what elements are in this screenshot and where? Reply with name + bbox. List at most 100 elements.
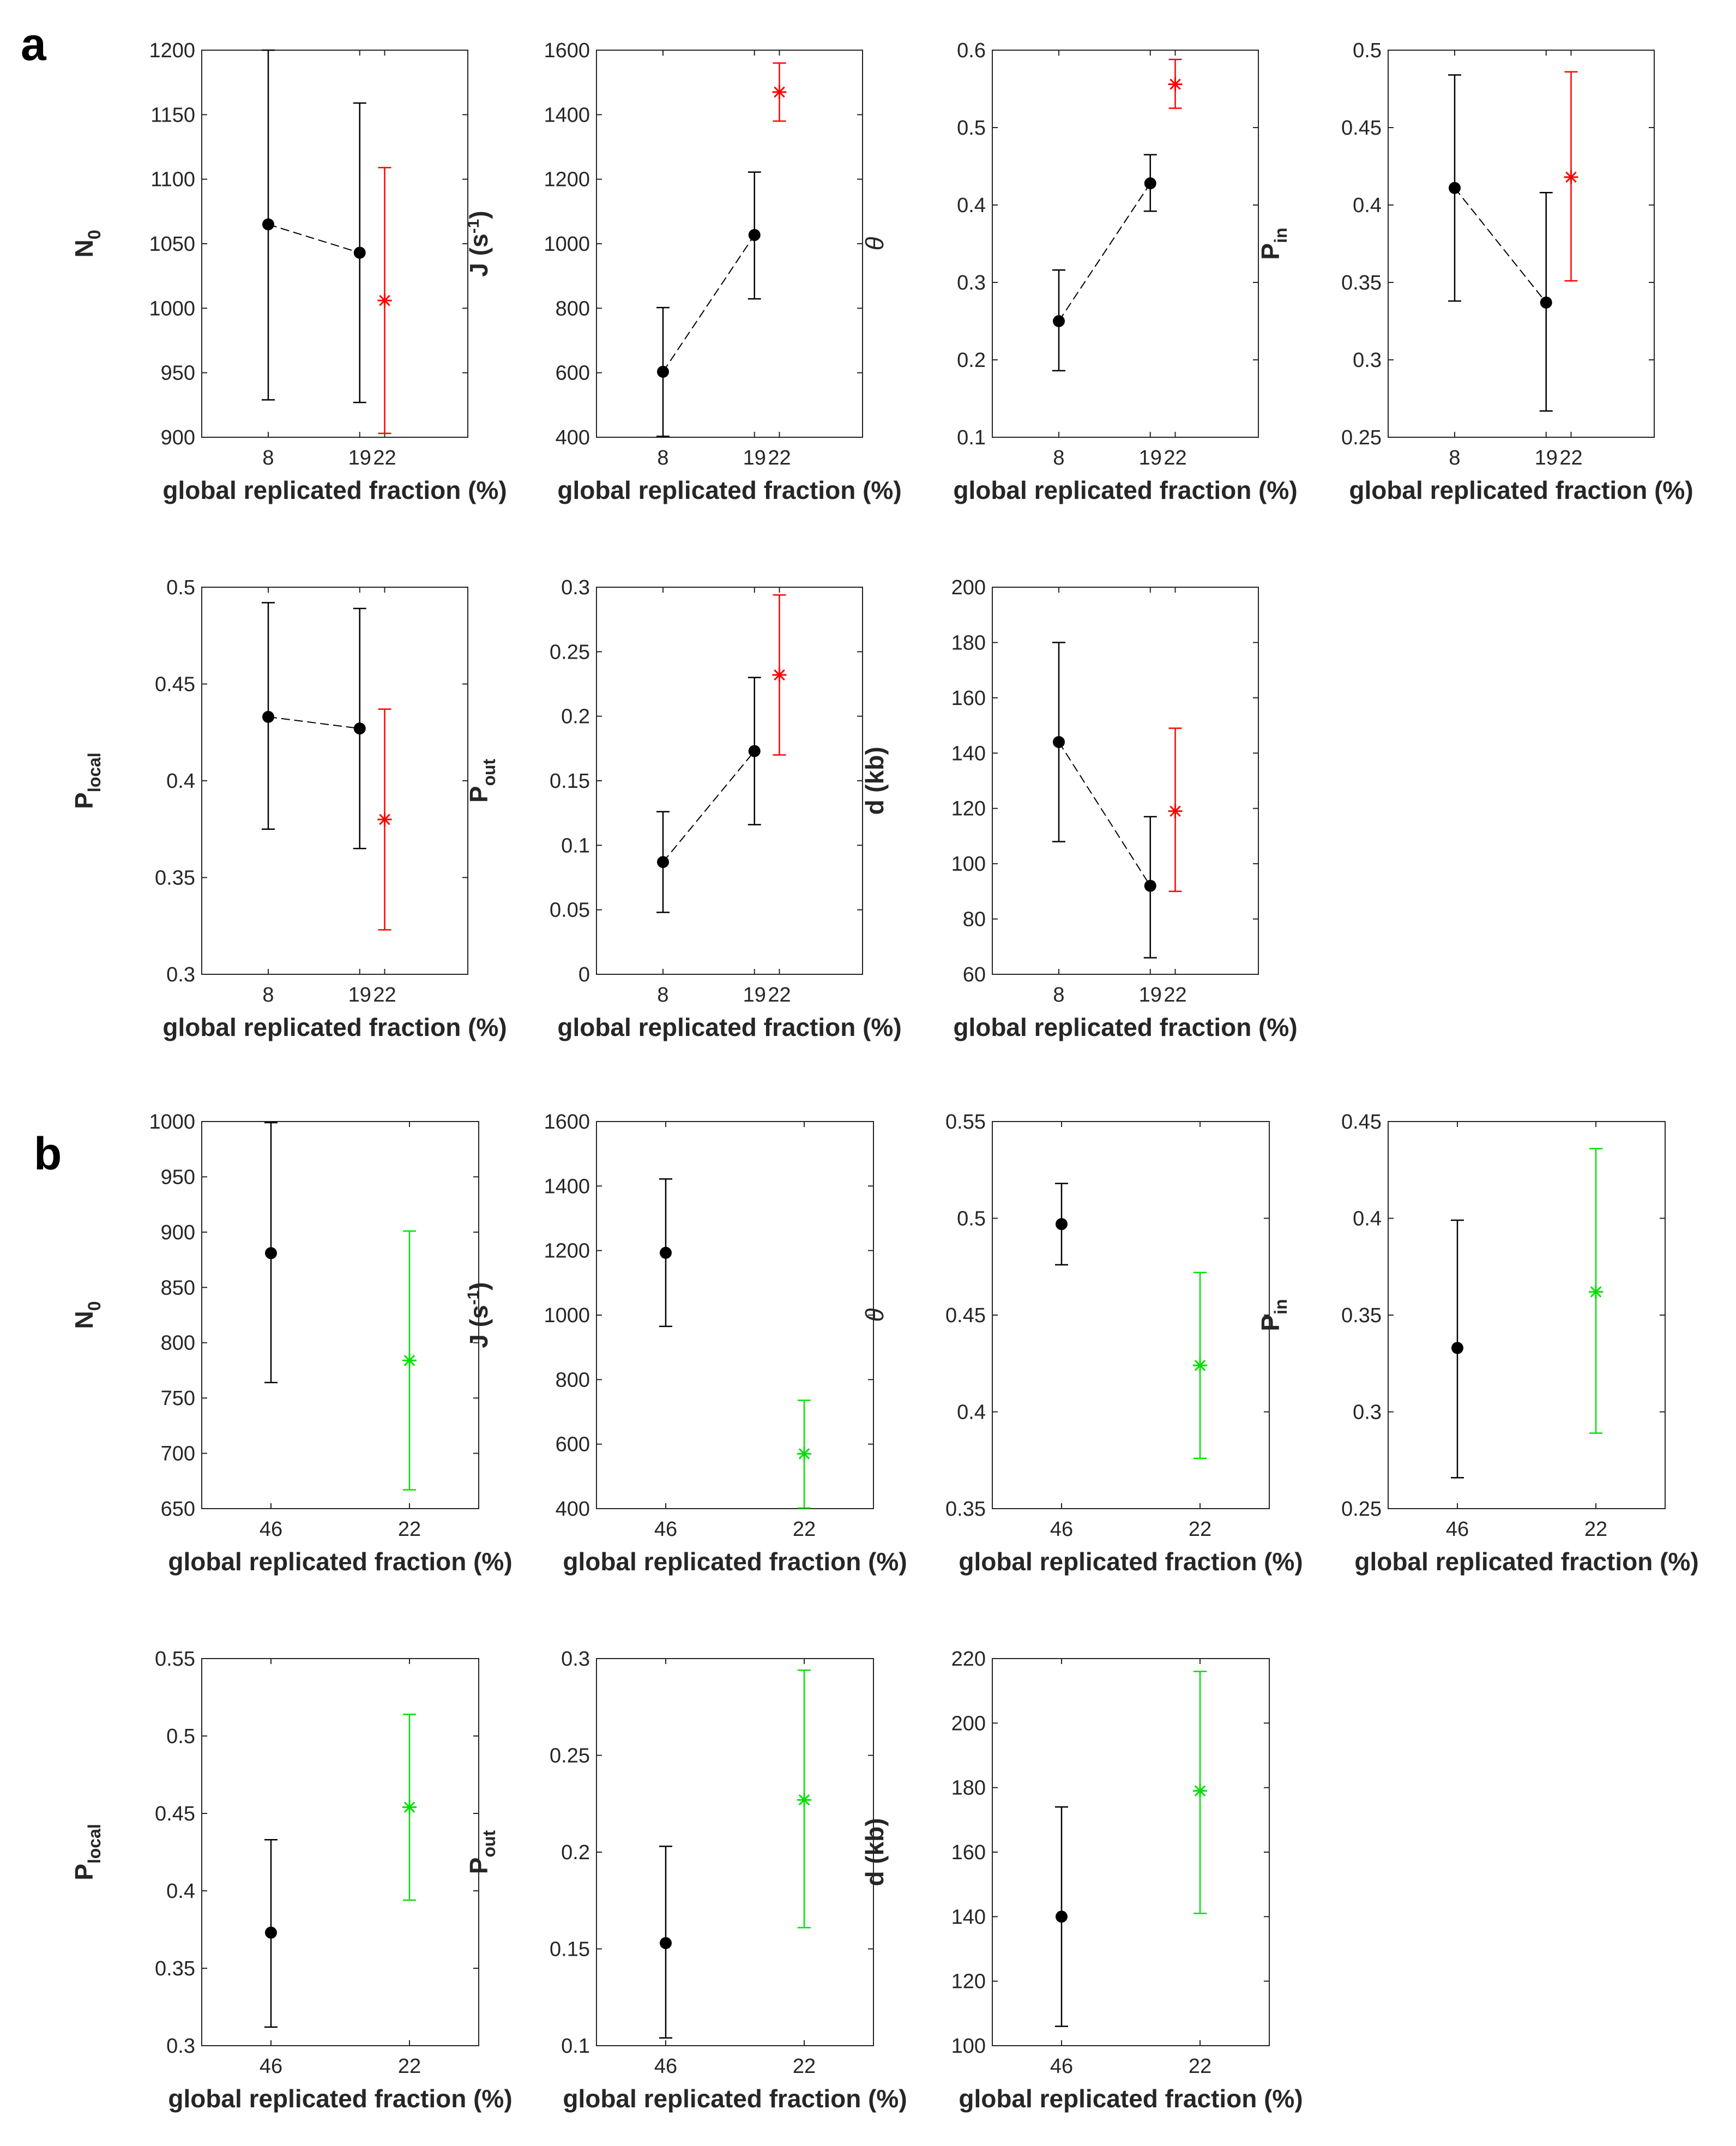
y-tick-label: 1050 <box>149 233 195 256</box>
y-tick-label: 0.4 <box>166 1880 195 1903</box>
chart-b-0-0: 650 700 750 800 850 900 950 1000 46 22 global repl… <box>70 1111 513 1576</box>
y-axis-label: J (s-1) <box>465 1282 493 1348</box>
panel-letter-b: b <box>34 1128 62 1179</box>
x-axis-label: global replicated fraction (%) <box>168 2084 512 2113</box>
x-axis-label: global replicated fraction (%) <box>959 1547 1303 1576</box>
y-tick-label: 650 <box>161 1498 195 1521</box>
x-tick-label: 22 <box>793 2055 816 2078</box>
x-tick-label: 19 <box>1139 984 1162 1006</box>
y-tick-label: 0.3 <box>561 576 590 599</box>
y-tick-label: 0.3 <box>166 2035 195 2058</box>
y-axis-label: θ <box>860 237 889 250</box>
y-tick-label: 1200 <box>544 168 590 191</box>
y-tick-label: 0.4 <box>957 1401 986 1424</box>
y-tick-label: 80 <box>963 908 986 931</box>
x-tick-label: 46 <box>260 1518 282 1541</box>
chart-b-1-1: 0.1 0.15 0.2 0.25 0.3 46 22 global replicated f… <box>465 1648 907 2113</box>
y-tick-label: 0.45 <box>1341 1111 1382 1134</box>
y-tick-label: 0.1 <box>561 2035 590 2058</box>
y-tick-label: 900 <box>161 426 195 449</box>
y-tick-label: 60 <box>963 963 986 986</box>
x-tick-label: 22 <box>1164 984 1186 1006</box>
y-tick-label: 100 <box>951 853 986 876</box>
chart-b-1-2: 100 120 140 160 180 200 220 46 22 global replicat… <box>860 1648 1303 2113</box>
chart-b-0-3: 0.25 0.3 0.35 0.4 0.45 46 22 global replicated … <box>1256 1111 1699 1576</box>
chart-a-1-1: 0 0.05 0.1 0.15 0.2 0.25 0.3 8 19 22 global replic… <box>465 576 902 1041</box>
y-tick-label: 950 <box>161 1166 195 1189</box>
y-tick-label: 0.4 <box>957 194 986 217</box>
x-axis-label: global replicated fraction (%) <box>162 1013 507 1041</box>
y-tick-label: 750 <box>161 1387 195 1410</box>
chart-a-0-3: 0.25 0.3 0.35 0.4 0.45 0.5 8 19 22 global replica… <box>1256 39 1693 504</box>
connecting-dashed-line <box>662 234 755 372</box>
x-axis-label: global replicated fraction (%) <box>1349 476 1693 504</box>
y-tick-label: 0.3 <box>561 1648 590 1671</box>
axes-frame <box>201 1658 479 2046</box>
connecting-dashed-line <box>1058 183 1151 322</box>
y-tick-label: 0.35 <box>155 1957 195 1980</box>
data-point-red <box>1564 170 1578 184</box>
y-tick-label: 160 <box>951 687 986 710</box>
y-tick-label: 1200 <box>544 1240 590 1263</box>
y-tick-label: 140 <box>951 742 986 765</box>
y-tick-label: 0 <box>578 963 590 986</box>
y-tick-label: 0.4 <box>1353 1208 1382 1231</box>
axes-frame <box>1388 50 1655 438</box>
x-tick-label: 8 <box>1053 447 1064 469</box>
x-tick-label: 19 <box>743 447 766 469</box>
y-tick-label: 0.35 <box>1341 1304 1382 1327</box>
y-tick-label: 1000 <box>149 1111 195 1134</box>
y-tick-label: 0.35 <box>945 1498 986 1521</box>
axes-frame <box>992 50 1259 438</box>
data-point-black <box>1144 177 1156 190</box>
data-point-black <box>657 856 669 869</box>
data-point-black <box>660 1937 672 1949</box>
chart-a-0-2: 0.1 0.2 0.3 0.4 0.5 0.6 8 19 22 global replicated… <box>860 39 1298 504</box>
y-tick-label: 0.55 <box>945 1111 986 1134</box>
data-point-black <box>1144 879 1156 892</box>
y-tick-label: 180 <box>951 1777 986 1800</box>
data-point-red <box>772 667 787 682</box>
panel-letter-a: a <box>21 19 47 70</box>
y-axis-label: Pin <box>1256 1299 1291 1331</box>
x-axis-label: global replicated fraction (%) <box>563 1547 907 1576</box>
data-point-black <box>1053 736 1065 748</box>
data-point-black <box>1053 315 1065 327</box>
y-tick-label: 800 <box>556 297 590 320</box>
y-tick-label: 0.5 <box>166 1725 195 1748</box>
data-point-green <box>402 1800 417 1815</box>
data-point-green <box>797 1446 811 1461</box>
data-point-black <box>353 722 366 735</box>
x-tick-label: 22 <box>1164 447 1186 469</box>
x-tick-label: 22 <box>1189 2055 1211 2078</box>
x-tick-label: 46 <box>1050 2055 1073 2078</box>
y-tick-label: 160 <box>951 1841 986 1864</box>
y-axis-label: Pin <box>1256 227 1291 260</box>
x-tick-label: 19 <box>1139 447 1162 469</box>
data-point-black <box>657 365 669 378</box>
y-tick-label: 1000 <box>544 233 590 256</box>
y-tick-label: 600 <box>556 1433 590 1456</box>
x-tick-label: 8 <box>262 447 274 469</box>
x-tick-label: 19 <box>743 984 766 1006</box>
y-tick-label: 400 <box>556 426 590 449</box>
y-tick-label: 1000 <box>149 297 195 320</box>
y-tick-label: 0.45 <box>155 673 195 696</box>
y-tick-label: 0.4 <box>1353 194 1382 217</box>
x-tick-label: 46 <box>654 2055 677 2078</box>
x-tick-label: 19 <box>348 984 371 1006</box>
chart-a-1-0: 0.3 0.35 0.4 0.45 0.5 8 19 22 global replicated … <box>70 576 507 1041</box>
x-axis-label: global replicated fraction (%) <box>1354 1547 1698 1576</box>
data-point-black <box>353 246 366 259</box>
connecting-dashed-line <box>268 224 360 254</box>
y-tick-label: 800 <box>161 1332 195 1355</box>
data-point-black <box>262 710 274 723</box>
data-point-green <box>1589 1285 1603 1299</box>
y-axis-label: Pout <box>465 1830 499 1874</box>
data-point-black <box>265 1247 277 1259</box>
y-tick-label: 0.45 <box>1341 117 1382 140</box>
y-tick-label: 0.25 <box>1341 1498 1382 1521</box>
y-tick-label: 1000 <box>544 1304 590 1327</box>
y-tick-label: 600 <box>556 362 590 385</box>
